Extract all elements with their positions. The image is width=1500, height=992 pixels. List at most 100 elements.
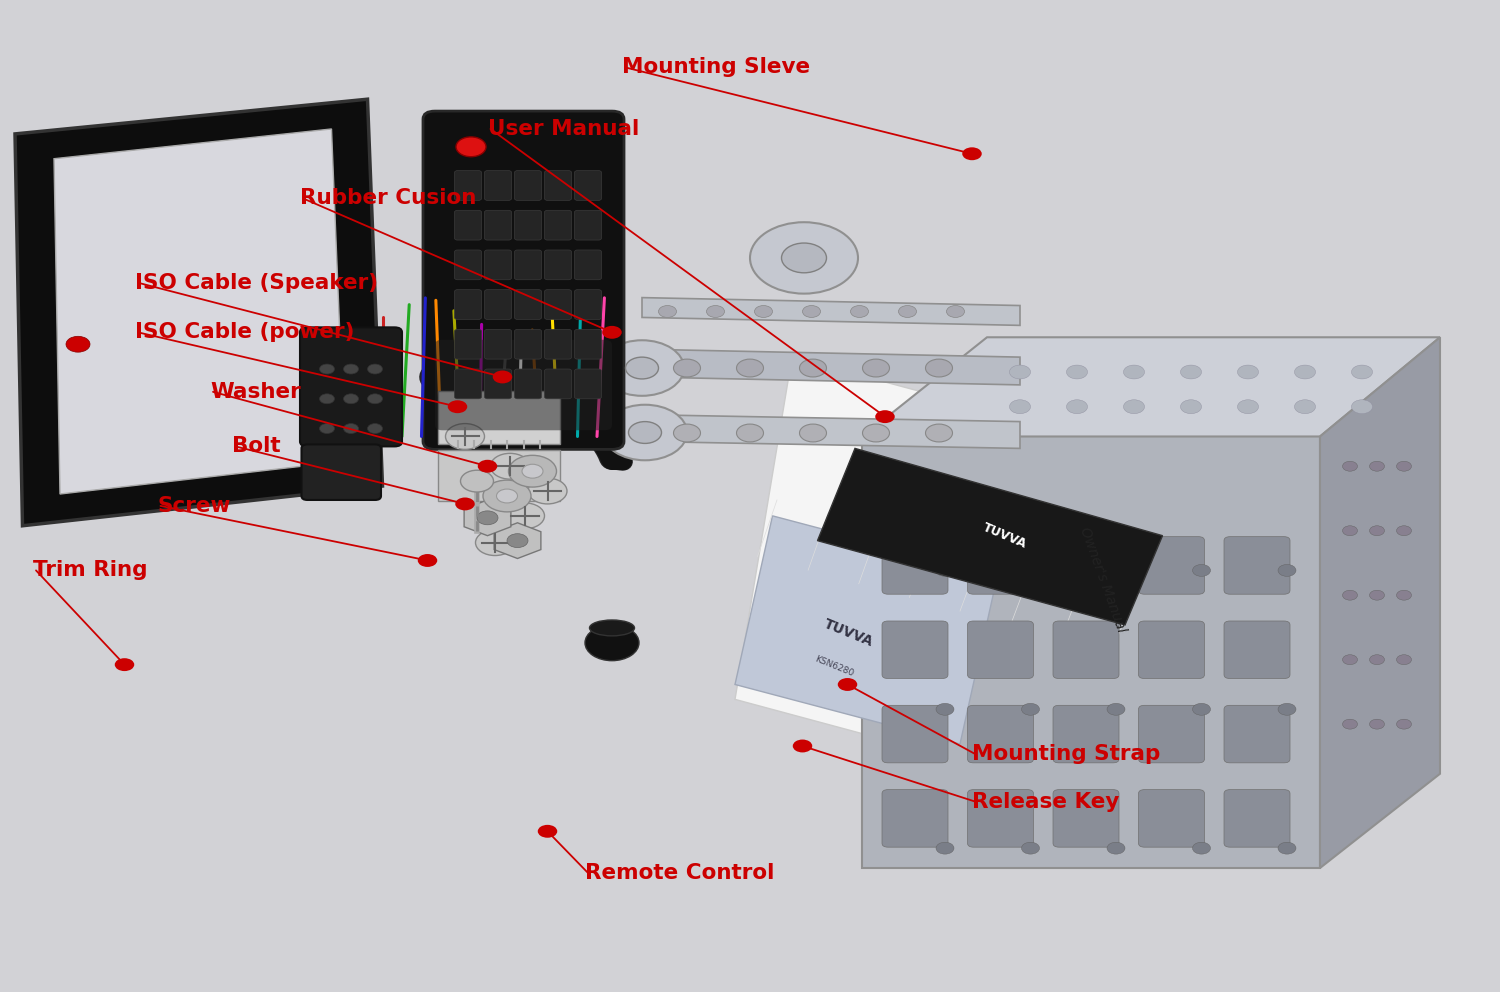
Circle shape [496,489,517,503]
Text: Screw: Screw [158,496,231,516]
FancyBboxPatch shape [484,250,512,280]
FancyBboxPatch shape [544,329,572,359]
Circle shape [368,424,382,434]
Circle shape [320,424,334,434]
FancyBboxPatch shape [484,290,512,319]
FancyBboxPatch shape [882,705,948,763]
Text: Mounting Strap: Mounting Strap [972,744,1161,764]
Ellipse shape [658,306,676,317]
Circle shape [1010,400,1031,414]
Text: Washer: Washer [210,382,300,402]
Polygon shape [735,516,998,744]
FancyBboxPatch shape [968,537,1034,594]
Circle shape [522,464,543,478]
FancyBboxPatch shape [484,210,512,240]
Circle shape [446,424,485,449]
FancyBboxPatch shape [1053,621,1119,679]
Ellipse shape [674,359,700,377]
FancyBboxPatch shape [1224,790,1290,847]
Text: Owner's Manual: Owner's Manual [1077,526,1128,635]
Polygon shape [54,129,345,494]
Circle shape [1278,564,1296,576]
FancyBboxPatch shape [544,210,572,240]
Circle shape [490,453,530,479]
Circle shape [1396,461,1411,471]
Circle shape [1010,365,1031,379]
FancyBboxPatch shape [882,790,948,847]
FancyBboxPatch shape [484,369,512,399]
FancyBboxPatch shape [544,250,572,280]
Polygon shape [1320,337,1440,868]
FancyBboxPatch shape [300,327,402,446]
Circle shape [1342,526,1358,536]
FancyBboxPatch shape [968,705,1034,763]
Text: KSN6280: KSN6280 [813,655,855,679]
Circle shape [1342,590,1358,600]
Circle shape [344,364,358,374]
FancyBboxPatch shape [544,290,572,319]
Text: Trim Ring: Trim Ring [33,560,147,580]
Circle shape [1192,564,1210,576]
Polygon shape [642,298,1020,325]
FancyBboxPatch shape [438,391,560,444]
FancyBboxPatch shape [574,369,602,399]
FancyBboxPatch shape [882,537,948,594]
Text: ISO Cable (Speaker): ISO Cable (Speaker) [135,273,378,293]
FancyBboxPatch shape [1138,537,1204,594]
FancyBboxPatch shape [454,290,482,319]
Circle shape [1107,564,1125,576]
Circle shape [1352,365,1372,379]
Circle shape [1396,655,1411,665]
Circle shape [477,511,498,525]
Circle shape [1396,590,1411,600]
Ellipse shape [850,306,868,317]
Ellipse shape [926,359,952,377]
Circle shape [537,824,558,837]
Text: Remote Control: Remote Control [585,863,774,883]
Circle shape [1278,842,1296,854]
Ellipse shape [706,306,724,317]
Circle shape [344,394,358,404]
Circle shape [417,554,436,566]
Ellipse shape [946,306,964,317]
Circle shape [447,400,468,413]
FancyBboxPatch shape [454,329,482,359]
FancyBboxPatch shape [1138,621,1204,679]
FancyBboxPatch shape [423,111,624,449]
FancyBboxPatch shape [302,444,381,500]
Circle shape [507,534,528,548]
Circle shape [936,564,954,576]
Circle shape [1352,400,1372,414]
Circle shape [750,222,858,294]
Circle shape [320,394,334,404]
Circle shape [1124,365,1144,379]
Circle shape [1294,365,1316,379]
Circle shape [1342,461,1358,471]
Polygon shape [642,415,1020,448]
Text: TUVVA: TUVVA [822,617,876,649]
FancyBboxPatch shape [484,171,512,200]
Circle shape [476,530,514,556]
FancyBboxPatch shape [1138,790,1204,847]
Text: TUVVA: TUVVA [981,521,1029,551]
Circle shape [1342,719,1358,729]
Text: Rubber Cusion: Rubber Cusion [300,188,477,208]
FancyBboxPatch shape [1053,705,1119,763]
Circle shape [1238,400,1258,414]
Polygon shape [494,523,542,558]
Circle shape [792,740,813,753]
Circle shape [1278,703,1296,715]
Circle shape [782,243,826,273]
Ellipse shape [862,359,889,377]
Circle shape [456,498,474,510]
FancyBboxPatch shape [438,450,560,501]
Circle shape [1022,564,1040,576]
FancyBboxPatch shape [1224,537,1290,594]
Text: Bolt: Bolt [232,436,280,456]
FancyBboxPatch shape [882,621,948,679]
Circle shape [628,422,662,443]
Circle shape [368,364,382,374]
Circle shape [1192,842,1210,854]
Ellipse shape [736,359,764,377]
Ellipse shape [926,425,952,442]
